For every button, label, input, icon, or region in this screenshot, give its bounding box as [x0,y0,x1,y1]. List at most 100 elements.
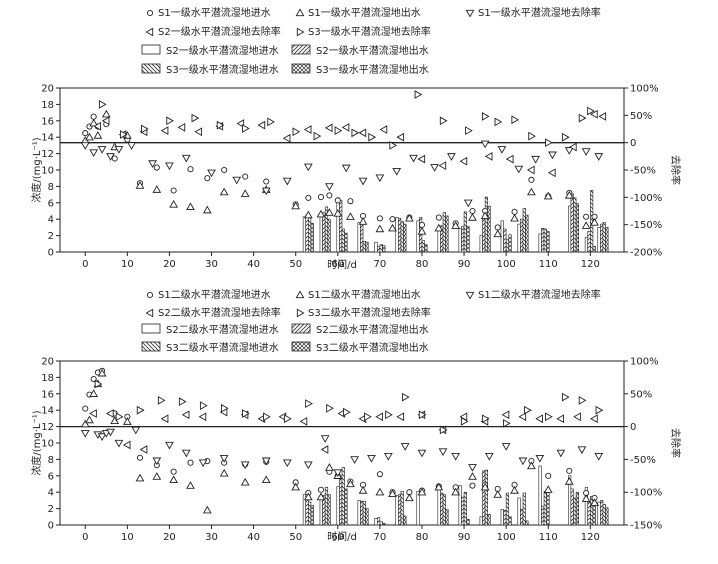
legend-marker-s1_in [146,291,154,299]
y-tick-label: 6 [48,198,54,209]
point-s1_rate [581,148,591,156]
point-s3_rate [439,116,448,126]
point-s1_in [469,207,476,215]
x-tick-label: 110 [539,532,558,543]
point-s1_rate [114,146,124,154]
point-s2_rate [358,128,367,138]
point-s2_rate [257,120,266,130]
bar-s3_in [602,222,606,253]
point-s1_rate [232,176,242,185]
bar-s3_in [505,239,510,253]
bar-s2_out [376,245,381,253]
point-s1_out [581,494,591,502]
point-s2_rate [396,412,405,422]
bar-s2_in [479,516,483,526]
point-s2_rate [177,122,186,132]
bar-s2_in [319,215,323,253]
y-tick-label: 6 [48,471,54,482]
point-s1_out [80,419,90,428]
point-s1_rate [333,469,343,478]
bar-s2_out [587,231,591,253]
x-axis-title: 时间/d [327,258,357,271]
point-s1_in [583,213,590,220]
point-s1_rate [463,199,473,208]
point-s1_out [85,132,94,141]
point-s1_rate [131,426,141,435]
x-tick-label: 90 [458,259,471,270]
point-s1_rate [480,140,490,149]
legend-label-s1_rate: S1二级水平潜流湿地去除率 [478,288,601,301]
point-s1_rate [430,164,439,172]
point-s3_rate [545,138,553,148]
point-s1_in [334,197,341,204]
point-s1_rate [114,439,124,448]
point-s3_rate [578,113,587,123]
x-tick-label: 10 [121,259,134,270]
bar-s2_in [517,497,521,526]
point-s3_rate [263,412,271,422]
y2-tick-label: 0 [630,422,636,433]
point-s1_in [170,468,177,475]
point-s1_in [82,130,89,137]
point-s2_rate [556,414,565,424]
point-s1_in [153,164,160,171]
x-tick-label: 70 [374,259,387,270]
point-s3_rate [334,126,343,136]
bar-s3_out [487,514,491,526]
point-s1_out [375,224,385,233]
point-s1_rate [198,459,208,468]
point-s2_rate [299,416,308,426]
bar-s2_in [336,197,340,253]
y-tick-label: 18 [41,373,54,384]
point-s1_out [219,468,229,477]
y-tick-label: 2 [48,231,54,242]
bar-s3_out [382,245,386,253]
point-s2_rate [341,122,350,132]
point-s1_rate [127,142,136,150]
point-s1_out [590,217,599,226]
legend-label-s2_out: S2一级水平潜流湿地出水 [316,44,429,57]
point-s1_rate [594,153,604,161]
point-s3_rate [119,130,128,139]
y2-tick-label: 100% [630,84,659,95]
y2-tick-label: -150% [630,521,662,532]
point-s3_rate [389,141,398,150]
point-s1_in [263,178,270,185]
bar-s3_in [602,504,606,526]
point-s1_in [376,471,383,478]
point-s1_out [316,492,326,501]
point-s3_rate [136,405,145,415]
point-s1_out [93,131,103,139]
legend-swatch-s3_in [141,341,161,352]
legend-label-s3_out: S3二级水平潜流湿地出水 [316,341,429,354]
point-s2_rate [101,116,110,126]
point-s1_out [303,210,313,219]
y-tick-label: 12 [41,149,54,160]
legend-swatch-s2_in [141,44,161,55]
bar-s2_in [500,509,504,526]
point-s1_out [480,482,490,491]
legend-label-s1_rate: S1一级水平潜流湿地去除率 [478,6,601,19]
point-s3_rate [587,106,595,116]
bar-s3_out [592,245,596,253]
point-s1_rate [564,147,574,155]
point-s1_out [186,481,195,489]
y-tick-label: 10 [41,166,54,177]
point-s1_out [261,475,271,484]
bar-s3_in [308,501,312,526]
bar-s3_out [546,491,550,526]
bar-s2_out [520,509,524,526]
point-s2_rate [93,121,102,131]
point-s1_out [493,229,503,238]
point-s3_rate [242,124,250,133]
bar-s2_in [479,235,483,253]
bar-s2_out [600,223,604,253]
bar-s3_out [344,232,348,253]
x-tick-label: 50 [289,532,302,543]
bar-s3_in [400,491,404,526]
y2-axis-title: 去除率 [669,428,682,458]
y-tick-label: 4 [48,488,54,499]
point-s2_rate [160,126,169,136]
x-tick-label: 40 [247,259,260,270]
